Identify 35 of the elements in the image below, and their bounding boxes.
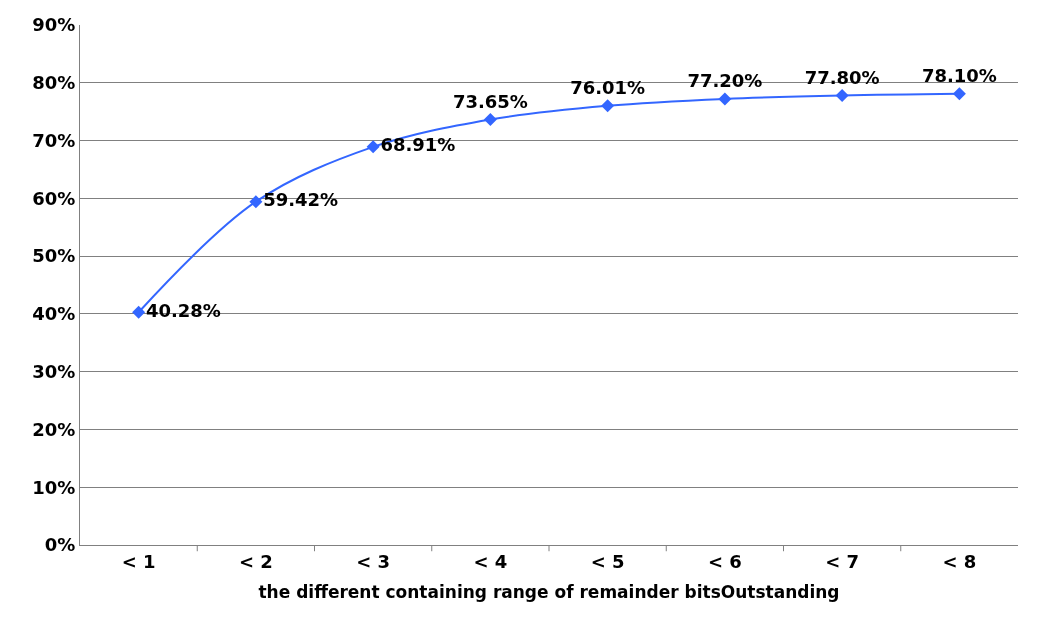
data-label: 77.20% xyxy=(687,70,763,92)
data-label: 68.91% xyxy=(380,134,456,156)
data-label: 78.10% xyxy=(921,65,997,87)
point xyxy=(718,92,732,106)
y-tick-label: 70% xyxy=(32,129,76,151)
point xyxy=(952,87,966,101)
x-tick-label: < 4 xyxy=(473,550,508,572)
point xyxy=(132,305,146,319)
point xyxy=(366,140,380,154)
data-label: 40.28% xyxy=(145,299,221,321)
data-label: 77.80% xyxy=(804,66,880,88)
y-tick-label: 10% xyxy=(32,476,76,498)
data-label: 59.42% xyxy=(263,189,339,211)
y-tick-label: 50% xyxy=(32,245,76,267)
y-tick-label: 0% xyxy=(44,534,76,556)
point xyxy=(835,88,849,102)
y-tick-label: 60% xyxy=(32,187,76,209)
point xyxy=(483,112,497,126)
x-tick-label: < 7 xyxy=(825,550,860,572)
y-tick-label: 20% xyxy=(32,418,76,440)
point xyxy=(249,195,263,209)
y-tick-label: 90% xyxy=(32,14,76,36)
x-tick-label: < 8 xyxy=(942,550,977,572)
y-tick-label: 30% xyxy=(32,360,76,382)
point xyxy=(601,99,615,113)
x-tick-label: < 2 xyxy=(238,550,273,572)
y-tick-label: 80% xyxy=(32,72,76,94)
data-label: 73.65% xyxy=(452,90,528,112)
x-tick-label: < 1 xyxy=(121,550,156,572)
x-axis-title: the different containing range of remainder bitsOutstanding xyxy=(258,582,840,602)
x-tick-label: < 5 xyxy=(590,550,625,572)
x-tick-label: < 3 xyxy=(356,550,391,572)
x-tick-label: < 6 xyxy=(707,550,742,572)
y-tick-label: 40% xyxy=(32,303,76,325)
data-label: 76.01% xyxy=(570,77,646,99)
